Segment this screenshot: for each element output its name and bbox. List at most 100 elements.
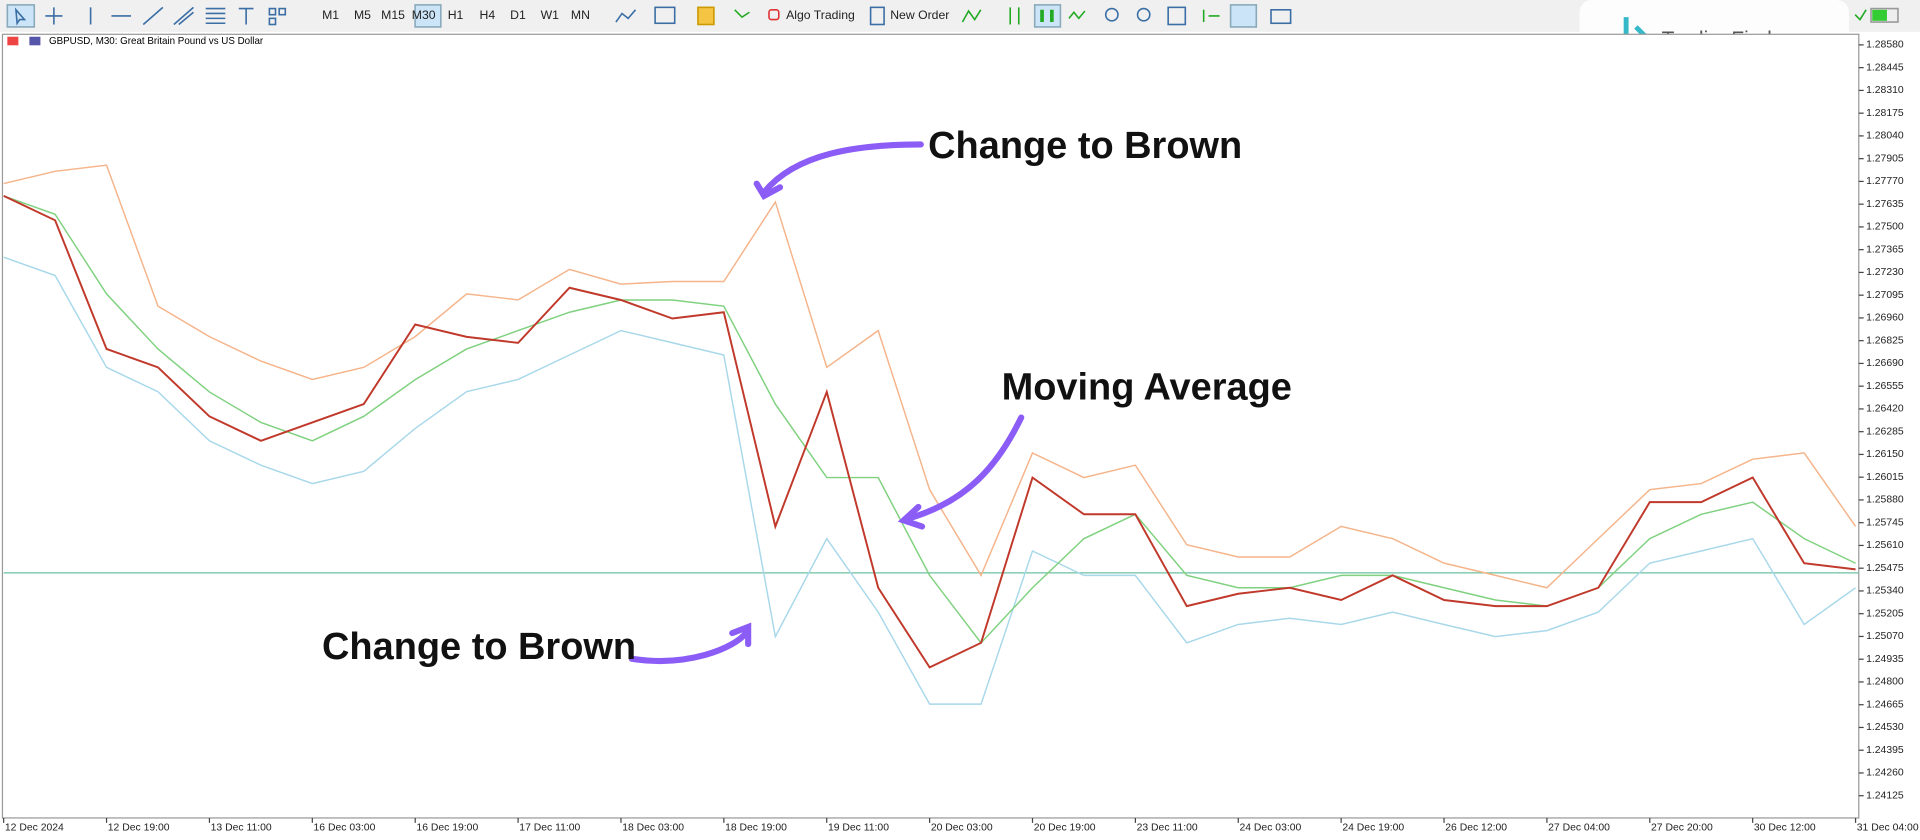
y-tick-label: 1.26960 — [1866, 313, 1904, 324]
arrowhead — [753, 180, 784, 200]
y-tick-label: 1.25340 — [1866, 586, 1904, 597]
annotation: Moving Average — [1002, 366, 1292, 408]
shapes-icon[interactable] — [268, 7, 277, 16]
x-tick-label: 16 Dec 03:00 — [314, 823, 376, 834]
timeframe-button[interactable]: M5 — [354, 8, 371, 22]
arrowhead — [729, 622, 752, 648]
line-chart-icon[interactable] — [1068, 10, 1086, 20]
x-tick-label: 18 Dec 03:00 — [622, 823, 684, 834]
y-tick-label: 1.25610 — [1866, 540, 1904, 551]
y-tick-label: 1.28310 — [1866, 85, 1904, 96]
market-icon[interactable] — [697, 6, 715, 26]
series-line — [3, 256, 1857, 705]
timeframe-button[interactable]: D1 — [510, 8, 526, 22]
y-tick-label: 1.24935 — [1866, 654, 1904, 665]
arrow — [903, 414, 1025, 523]
candle-icon — [1040, 9, 1054, 23]
x-tick-label: 27 Dec 04:00 — [1548, 823, 1610, 834]
x-tick-label: 26 Dec 12:00 — [1445, 823, 1507, 834]
y-tick-label: 1.26825 — [1866, 335, 1904, 346]
y-tick-label: 1.24665 — [1866, 699, 1904, 710]
series-line — [3, 164, 1857, 589]
timeframe-button[interactable]: H1 — [448, 8, 464, 22]
x-tick-label: 12 Dec 19:00 — [108, 823, 170, 834]
symbol-flag — [7, 36, 19, 46]
x-tick-label: 20 Dec 19:00 — [1034, 823, 1096, 834]
y-tick-label: 1.26015 — [1866, 472, 1904, 483]
tile-icon[interactable] — [1167, 6, 1187, 26]
y-tick-label: 1.27635 — [1866, 199, 1904, 210]
y-tick-label: 1.28580 — [1866, 40, 1904, 51]
candle-button[interactable] — [1033, 4, 1062, 28]
y-tick-label: 1.26285 — [1866, 426, 1904, 437]
chart-type-icon[interactable] — [961, 9, 982, 23]
new-order[interactable]: New Order — [890, 8, 949, 22]
x-tick-label: 16 Dec 19:00 — [416, 823, 478, 834]
plot-area — [1, 33, 1860, 819]
timeframe-button[interactable]: MN — [571, 8, 590, 22]
annotation: Change to Brown — [928, 125, 1242, 167]
y-tick-label: 1.25880 — [1866, 495, 1904, 506]
x-tick-label: 24 Dec 03:00 — [1239, 823, 1301, 834]
y-tick-label: 1.27500 — [1866, 222, 1904, 233]
y-tick-label: 1.24800 — [1866, 677, 1904, 688]
shift-button[interactable] — [1229, 4, 1258, 28]
shapes-icon — [278, 7, 287, 16]
channel-icon[interactable] — [173, 6, 194, 26]
template-icon[interactable] — [654, 6, 676, 25]
timeframe-button[interactable]: W1 — [541, 8, 560, 22]
zoom-in-icon[interactable] — [1104, 7, 1119, 22]
signals-icon[interactable] — [734, 9, 750, 19]
y-tick-label: 1.25475 — [1866, 563, 1904, 574]
series-line — [3, 195, 1856, 669]
y-tick-label: 1.24260 — [1866, 768, 1904, 779]
indicators-icon[interactable] — [615, 9, 637, 23]
y-tick-label: 1.25745 — [1866, 517, 1904, 528]
toolbar-icons — [6, 4, 1899, 28]
y-tick-label: 1.27770 — [1866, 176, 1904, 187]
bar-chart-icon[interactable] — [1009, 7, 1020, 25]
battery-level — [1872, 9, 1887, 21]
fibo-icon[interactable] — [205, 7, 226, 25]
symbol-flag — [29, 36, 41, 46]
text-icon[interactable] — [238, 7, 254, 25]
y-tick-label: 1.25070 — [1866, 631, 1904, 642]
signal-icon — [1854, 9, 1867, 21]
timeframe-button[interactable]: M30 — [412, 8, 436, 22]
x-tick-label: 17 Dec 11:00 — [519, 823, 580, 834]
algo-icon[interactable] — [768, 9, 780, 21]
x-tick-label: 27 Dec 20:00 — [1651, 823, 1713, 834]
y-tick-label: 1.26690 — [1866, 358, 1904, 369]
x-tick-label: 19 Dec 11:00 — [828, 823, 889, 834]
arrowhead — [897, 503, 926, 530]
screenshot-icon[interactable] — [1270, 9, 1292, 25]
order-icon[interactable] — [869, 6, 885, 26]
crosshair-icon[interactable] — [45, 7, 63, 25]
chart-title: GBPUSD, M30: Great Britain Pound vs US D… — [49, 36, 264, 47]
annotation: Change to Brown — [322, 626, 636, 668]
y-tick-label: 1.26555 — [1866, 381, 1904, 392]
y-tick-label: 1.26150 — [1866, 449, 1904, 460]
y-tick-label: 1.26420 — [1866, 404, 1904, 415]
scroll-icon[interactable] — [1202, 9, 1220, 23]
active-timeframe — [414, 4, 442, 28]
timeframe-button[interactable]: M15 — [381, 8, 405, 22]
annotation-arrows — [628, 141, 1025, 665]
trendline-icon[interactable] — [142, 6, 164, 26]
x-tick-label: 20 Dec 03:00 — [931, 823, 993, 834]
zoom-out-icon[interactable] — [1136, 7, 1151, 22]
shapes-icon — [268, 17, 277, 26]
algo-trading[interactable]: Algo Trading — [786, 8, 855, 22]
x-tick-label: 23 Dec 11:00 — [1137, 823, 1198, 834]
x-tick-label: 12 Dec 2024 — [5, 823, 64, 834]
x-tick-label: 30 Dec 12:00 — [1754, 823, 1816, 834]
x-tick-label: 24 Dec 19:00 — [1342, 823, 1404, 834]
timeframe-button[interactable]: M1 — [322, 8, 339, 22]
timeframe-button[interactable]: H4 — [480, 8, 496, 22]
y-tick-label: 1.28040 — [1866, 131, 1904, 142]
y-tick-label: 1.24125 — [1866, 790, 1904, 801]
arrow — [628, 628, 750, 665]
cursor-icon — [14, 7, 27, 26]
y-tick-label: 1.27365 — [1866, 244, 1904, 255]
